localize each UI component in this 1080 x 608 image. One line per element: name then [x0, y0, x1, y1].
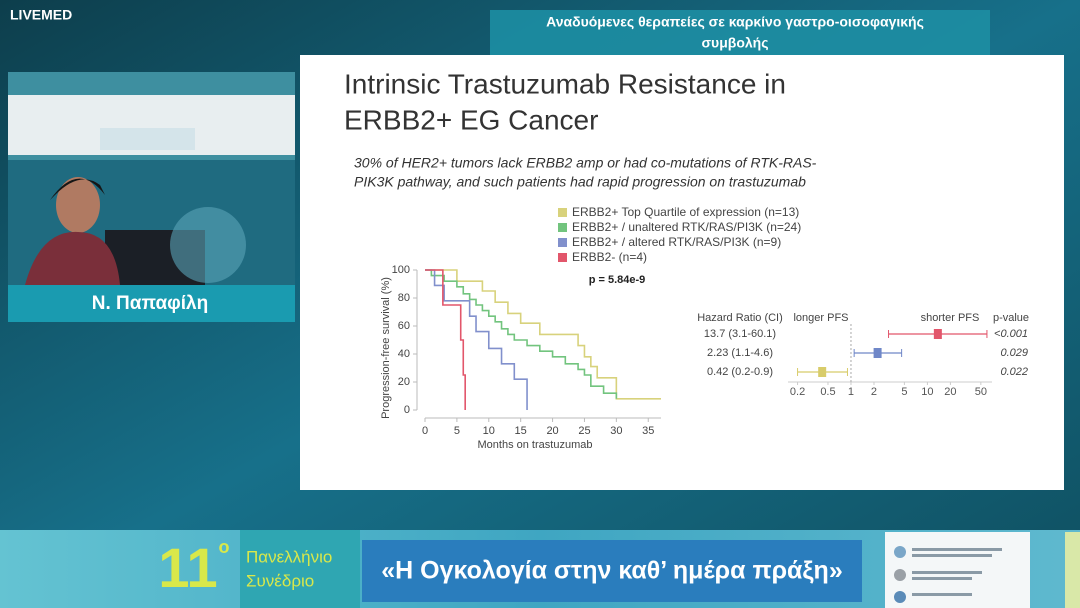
motto: «Η Ογκολογία στην καθ’ ημέρα πράξη»: [381, 557, 842, 585]
km-curve: [425, 269, 466, 410]
slide-subtitle: PIK3K pathway, and such patients had rap…: [354, 174, 806, 190]
event-name: Συνέδριο: [246, 571, 314, 590]
speaker-name: Ν. Παπαφίλη: [92, 293, 208, 314]
x-tick-label: 25: [578, 425, 590, 437]
p-value-label: 0.022: [1000, 366, 1028, 378]
slide-subtitle: 30% of HER2+ tumors lack ERBB2 amp or ha…: [354, 155, 817, 171]
speaker-video: [8, 72, 295, 322]
edition: 11: [158, 536, 217, 599]
forest-header: p-value: [993, 312, 1029, 324]
legend-swatch: [558, 223, 567, 232]
y-tick-label: 100: [392, 264, 410, 276]
forest-tick-label: 5: [901, 386, 907, 398]
x-axis-label: Months on trastuzumab: [478, 439, 593, 451]
event-box: [240, 530, 360, 608]
hr-label: 2.23 (1.1-4.6): [707, 347, 773, 359]
p-value: p = 5.84e-9: [589, 274, 646, 286]
y-tick-label: 0: [404, 404, 410, 416]
slide-title: ERBB2+ EG Cancer: [344, 104, 598, 135]
forest-header: Hazard Ratio (CI): [697, 312, 783, 324]
session-title: συμβολής: [701, 35, 768, 51]
legend-label: ERBB2+ Top Quartile of expression (n=13): [572, 205, 799, 219]
x-tick-label: 15: [515, 425, 527, 437]
hazard-ratio: [818, 367, 827, 377]
hazard-ratio: [873, 348, 882, 358]
x-tick-label: 35: [642, 425, 654, 437]
forest-header: shorter PFS: [921, 312, 980, 324]
p-value-label: <0.001: [994, 328, 1028, 340]
legend-swatch: [558, 253, 567, 262]
session-box: [490, 10, 990, 56]
km-curve: [425, 269, 661, 400]
legend-swatch: [558, 208, 567, 217]
forest-tick-label: 50: [975, 386, 987, 398]
forest-header: longer PFS: [793, 312, 848, 324]
slide-title: Intrinsic Trastuzumab Resistance in: [344, 68, 786, 99]
hazard-ratio: [933, 329, 942, 339]
p-value-label: 0.029: [1000, 347, 1028, 359]
legend-label: ERBB2- (n=4): [572, 250, 647, 264]
forest-tick-label: 10: [921, 386, 933, 398]
sponsors-panel: [885, 532, 1080, 608]
hr-label: 13.7 (3.1-60.1): [704, 328, 776, 340]
name-banner: [8, 285, 295, 322]
y-tick-label: 40: [398, 348, 410, 360]
x-tick-label: 10: [483, 425, 495, 437]
legend-label: ERBB2+ / altered RTK/RAS/PI3K (n=9): [572, 235, 781, 249]
x-tick-label: 20: [546, 425, 558, 437]
legend-swatch: [558, 238, 567, 247]
session-title: Αναδυόμενες θεραπείες σε καρκίνο γαστρο-…: [546, 14, 924, 30]
y-axis-label: Progression-free survival (%): [380, 277, 392, 419]
forest-tick-label: 0.5: [820, 386, 835, 398]
y-tick-label: 60: [398, 320, 410, 332]
y-tick-label: 80: [398, 292, 410, 304]
legend-label: ERBB2+ / unaltered RTK/RAS/PI3K (n=24): [572, 220, 801, 234]
hr-label: 0.42 (0.2-0.9): [707, 366, 773, 378]
edition-degree: ο: [219, 537, 230, 557]
forest-tick-label: 20: [944, 386, 956, 398]
logo: LIVEMED: [10, 7, 72, 23]
forest-tick-label: 0.2: [790, 386, 805, 398]
x-tick-label: 5: [454, 425, 460, 437]
event-name: Πανελλήνιο: [246, 547, 332, 566]
x-tick-label: 0: [422, 425, 428, 437]
y-tick-label: 20: [398, 376, 410, 388]
forest-tick-label: 1: [848, 386, 854, 398]
km-curve: [425, 269, 528, 410]
forest-tick-label: 2: [871, 386, 877, 398]
motto-box: [362, 540, 862, 602]
km-curve: [425, 269, 618, 399]
x-tick-label: 30: [610, 425, 622, 437]
